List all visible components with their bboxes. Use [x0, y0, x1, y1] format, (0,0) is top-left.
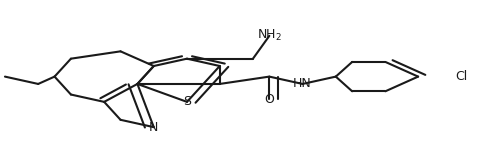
Text: O: O: [264, 93, 274, 106]
Text: S: S: [183, 95, 191, 108]
Text: HN: HN: [293, 77, 312, 90]
Text: NH$_2$: NH$_2$: [257, 28, 282, 43]
Text: Cl: Cl: [455, 70, 467, 83]
Text: N: N: [149, 121, 158, 134]
